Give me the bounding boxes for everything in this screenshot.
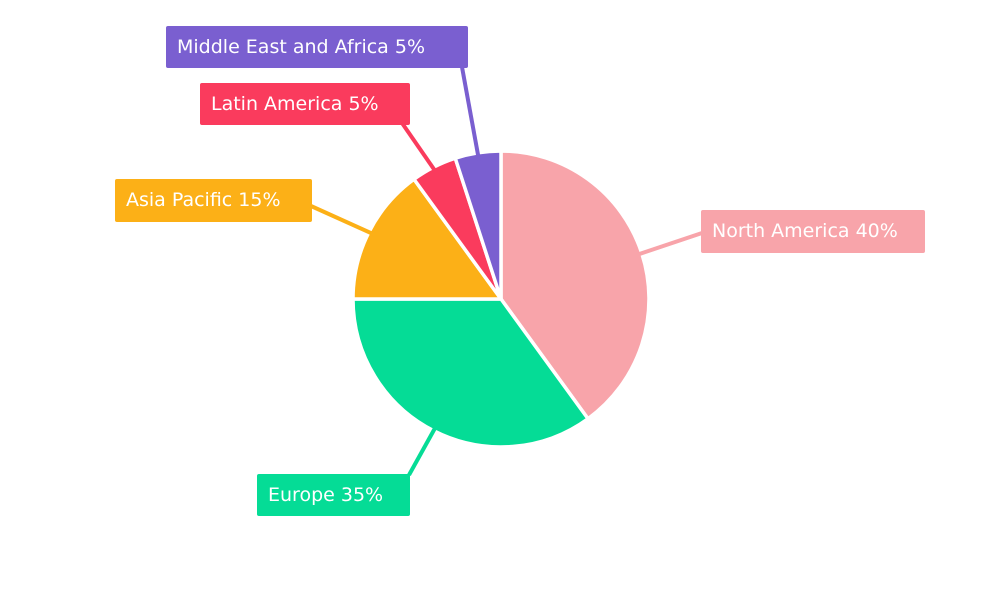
leader-line-europe (407, 422, 440, 476)
leader-line-latin-america (400, 121, 440, 176)
callout-asia-pacific: Asia Pacific 15% (115, 179, 312, 222)
callout-middle-east-and-africa: Middle East and Africa 5% (166, 26, 468, 68)
callout-europe: Europe 35% (257, 474, 410, 516)
callout-north-america: North America 40% (701, 210, 925, 253)
callout-latin-america: Latin America 5% (200, 83, 410, 125)
leader-line-middle-east-and-africa (460, 66, 482, 162)
leader-line-asia-pacific (310, 204, 378, 238)
leader-line-north-america (633, 231, 703, 258)
